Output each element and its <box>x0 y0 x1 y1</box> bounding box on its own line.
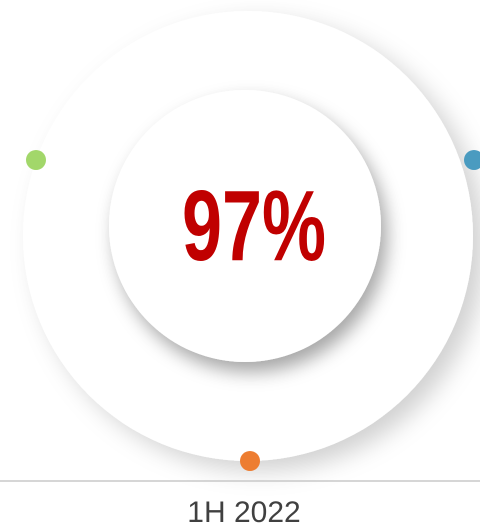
blue-dot <box>464 150 480 170</box>
stat-value: 97% <box>182 170 326 281</box>
green-dot <box>26 150 46 170</box>
inner-circle <box>109 90 381 362</box>
period-label: 1H 2022 <box>187 496 300 529</box>
orange-dot <box>240 451 260 471</box>
